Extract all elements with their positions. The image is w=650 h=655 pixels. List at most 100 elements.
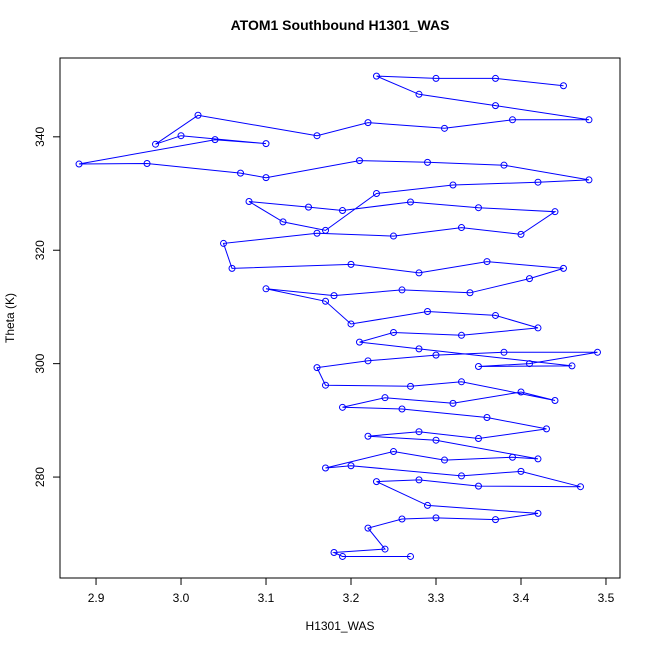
point <box>390 448 398 456</box>
y-tick-label: 320 <box>33 240 47 260</box>
point <box>483 414 491 422</box>
point <box>381 394 389 402</box>
point <box>432 514 440 522</box>
point <box>508 116 516 124</box>
x-tick-label: 3.2 <box>343 591 360 605</box>
point <box>517 467 525 475</box>
point <box>491 516 499 524</box>
point <box>525 360 533 368</box>
x-axis-label: H1301_WAS <box>306 619 375 633</box>
point <box>534 455 542 463</box>
point <box>491 102 499 110</box>
point <box>406 552 414 560</box>
point <box>474 435 482 443</box>
point <box>279 218 287 226</box>
point <box>406 382 414 390</box>
point <box>262 174 270 182</box>
point <box>228 264 236 272</box>
point <box>373 190 381 198</box>
point <box>347 260 355 268</box>
point <box>474 362 482 370</box>
point <box>356 338 364 346</box>
y-tick-label: 340 <box>33 126 47 146</box>
point <box>322 297 330 305</box>
point <box>415 90 423 98</box>
point <box>398 405 406 413</box>
point <box>517 388 525 396</box>
point <box>432 351 440 359</box>
x-tick-label: 3.1 <box>258 591 275 605</box>
point <box>466 289 474 297</box>
point <box>415 345 423 353</box>
point <box>262 140 270 148</box>
point <box>322 464 330 472</box>
point <box>177 132 185 140</box>
x-tick-label: 3.3 <box>428 591 445 605</box>
point <box>339 207 347 215</box>
y-tick-label: 300 <box>33 353 47 373</box>
point <box>220 239 228 247</box>
point <box>364 357 372 365</box>
point <box>364 524 372 532</box>
point <box>237 169 245 177</box>
point <box>339 403 347 411</box>
point <box>440 456 448 464</box>
point <box>534 178 542 186</box>
point <box>423 501 431 509</box>
point <box>440 124 448 132</box>
point <box>576 483 584 491</box>
point <box>483 258 491 266</box>
x-tick-label: 3.4 <box>513 591 530 605</box>
point <box>500 348 508 356</box>
point <box>551 208 559 216</box>
point <box>423 307 431 315</box>
point <box>406 198 414 206</box>
y-axis-label: Theta (K) <box>3 293 17 343</box>
point <box>245 197 253 205</box>
point <box>415 476 423 484</box>
point <box>330 548 338 556</box>
point <box>211 136 219 144</box>
point <box>508 453 516 461</box>
point <box>593 348 601 356</box>
point <box>423 158 431 166</box>
point <box>143 159 151 167</box>
point <box>517 230 525 238</box>
point <box>347 320 355 328</box>
point <box>194 111 202 119</box>
point <box>330 292 338 300</box>
x-tick-label: 3.5 <box>598 591 615 605</box>
point <box>373 478 381 486</box>
point <box>398 515 406 523</box>
point <box>75 160 83 168</box>
point <box>474 482 482 490</box>
chart-title: ATOM1 Southbound H1301_WAS <box>231 17 450 33</box>
point <box>551 397 559 405</box>
point <box>432 436 440 444</box>
point <box>534 509 542 517</box>
point <box>457 378 465 386</box>
point <box>534 324 542 332</box>
point <box>474 204 482 212</box>
point <box>559 82 567 90</box>
point <box>415 428 423 436</box>
point <box>432 74 440 82</box>
point <box>339 552 347 560</box>
point <box>500 161 508 169</box>
point <box>457 224 465 232</box>
point <box>364 119 372 127</box>
point <box>449 181 457 189</box>
point <box>491 74 499 82</box>
point <box>559 264 567 272</box>
point <box>457 331 465 339</box>
x-tick-label: 3.0 <box>173 591 190 605</box>
point <box>542 425 550 433</box>
point <box>457 472 465 480</box>
point <box>415 269 423 277</box>
point <box>525 275 533 283</box>
plot-frame <box>59 57 621 579</box>
point <box>262 285 270 293</box>
series-line <box>78 75 598 557</box>
point <box>322 381 330 389</box>
